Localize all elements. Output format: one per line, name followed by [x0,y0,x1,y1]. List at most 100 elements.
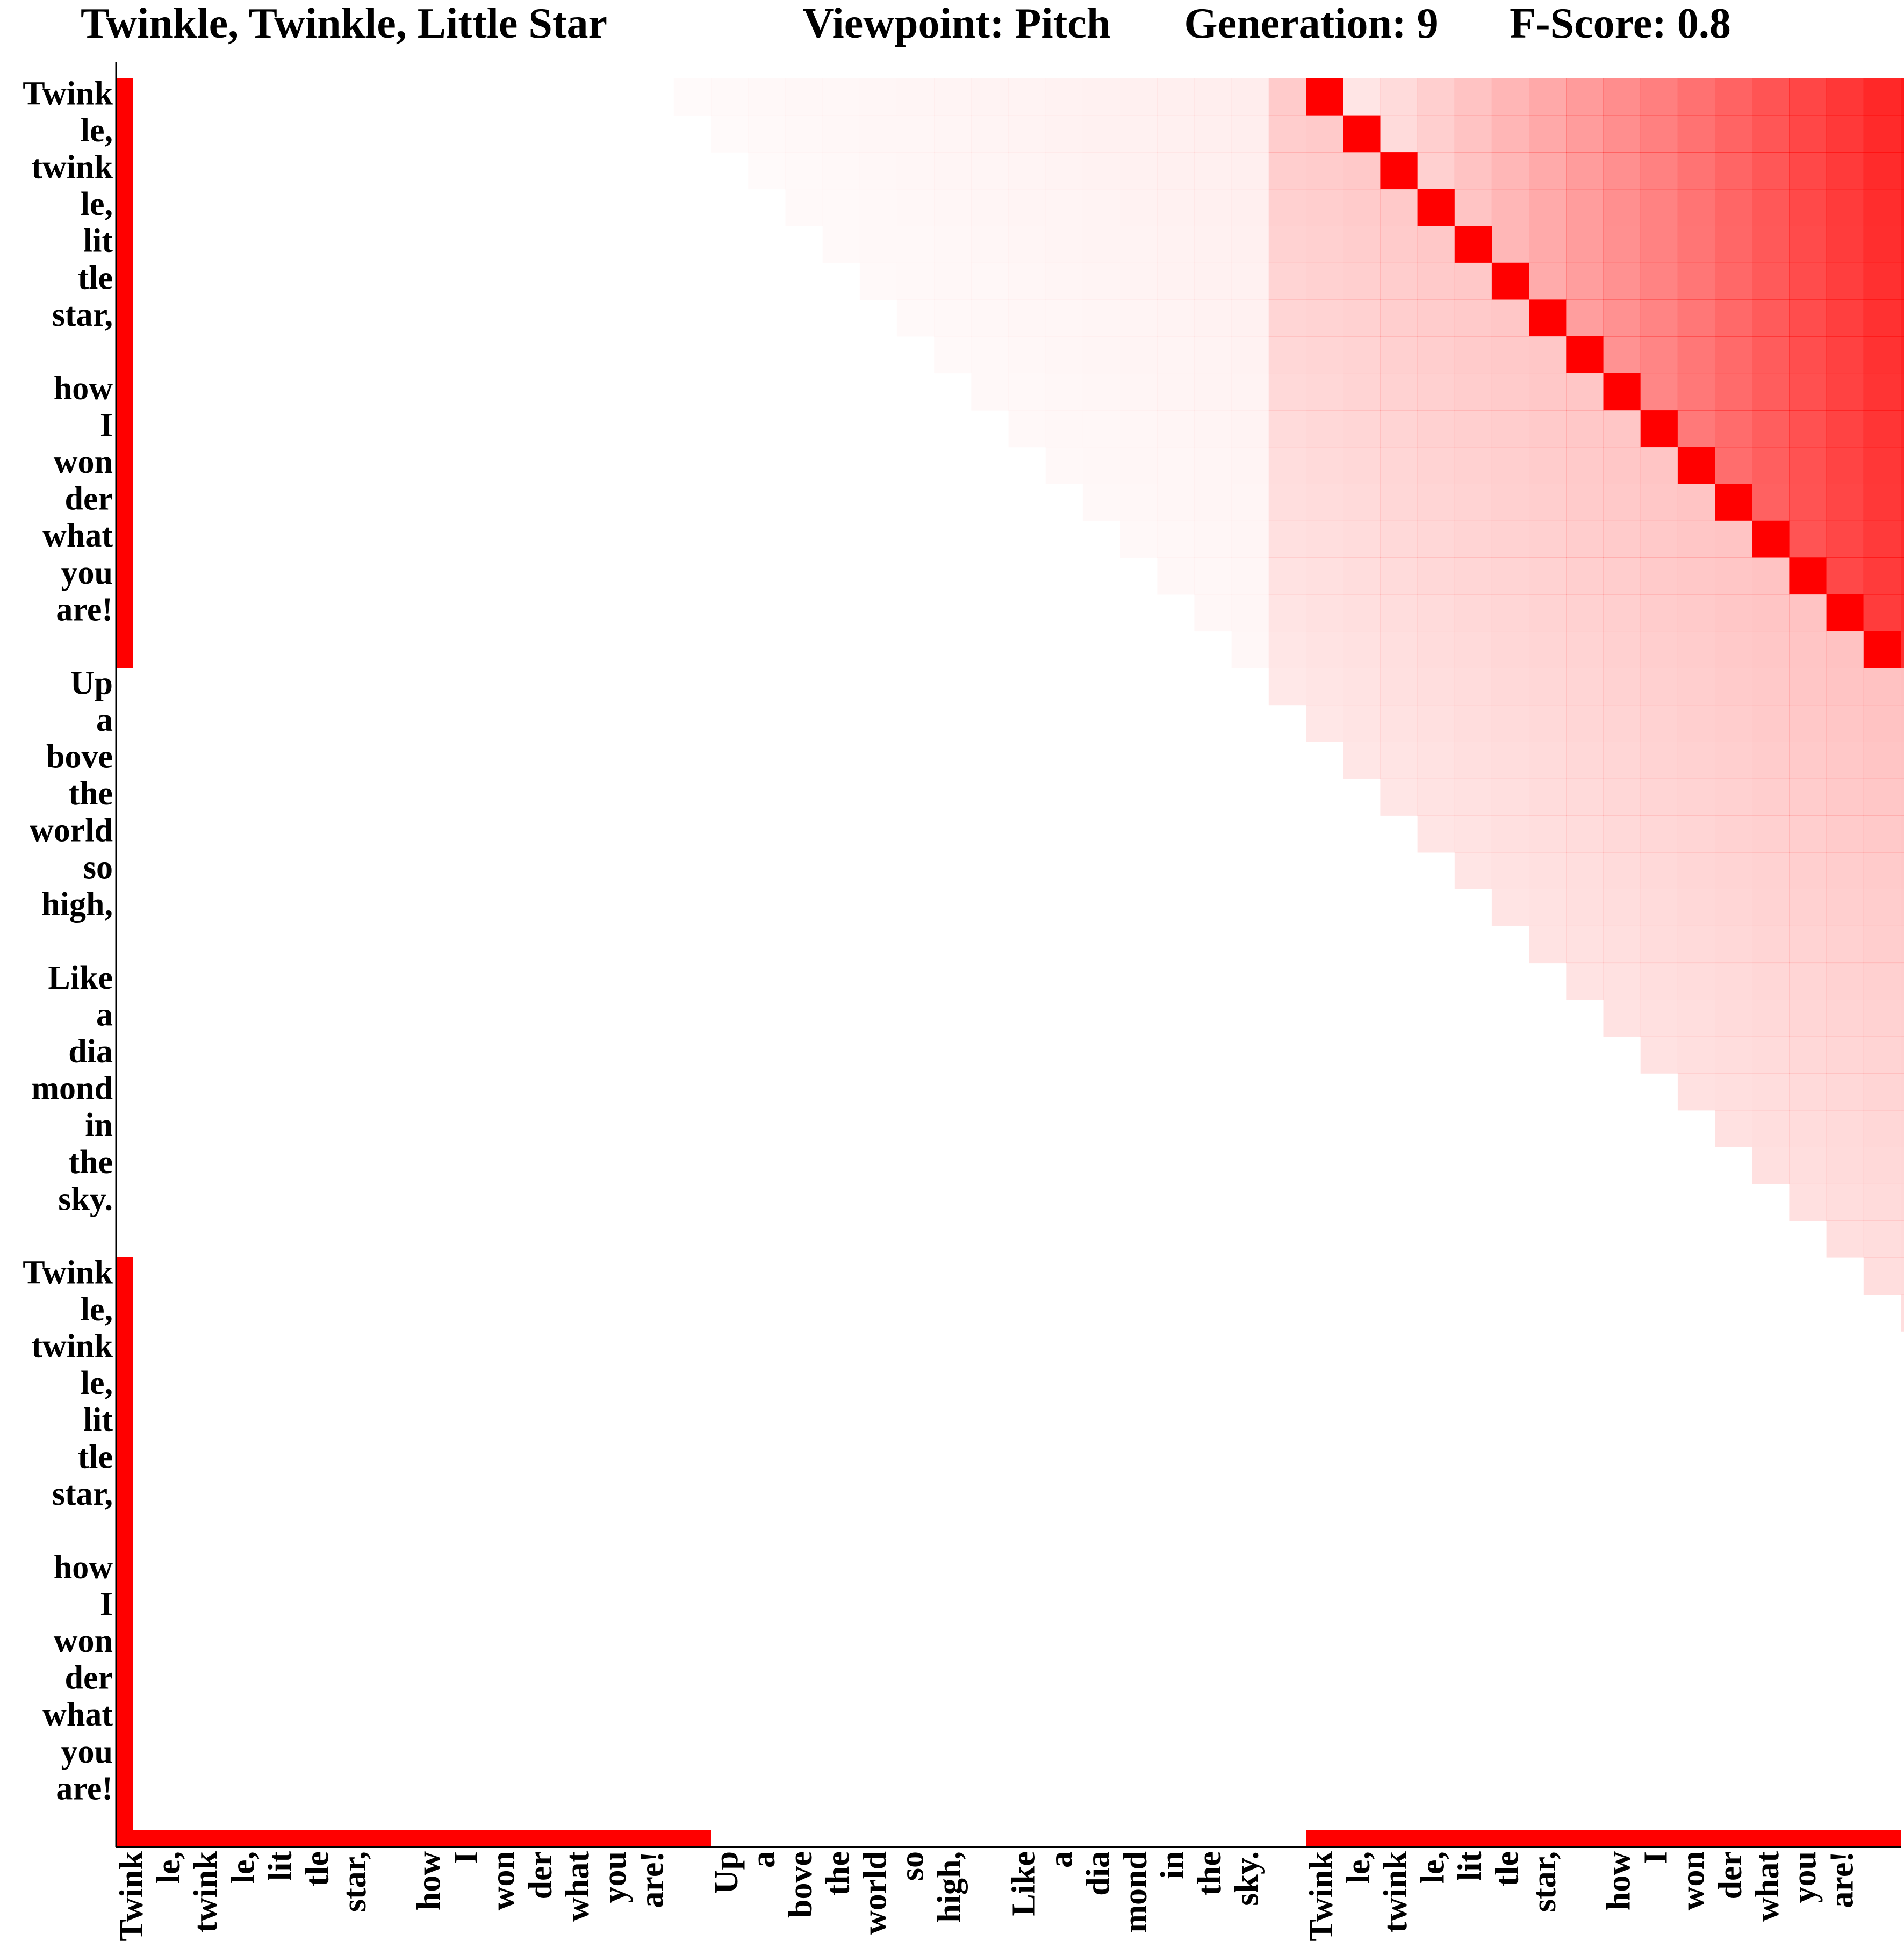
heatmap-cell [1863,815,1901,853]
heatmap-cell [971,115,1009,153]
heatmap-cell [1677,226,1715,263]
y-tick-label: what [42,1697,113,1733]
heatmap-cell [1901,1110,1904,1147]
diagonal-cell [1863,631,1901,668]
heatmap-cell [1603,742,1641,779]
heatmap-cell [1603,705,1641,742]
heatmap-cell [1529,447,1567,484]
heatmap-cell [1082,189,1120,226]
heatmap-cell [1640,925,1678,964]
heatmap-cell [1343,484,1381,521]
heatmap-cell [1603,189,1641,226]
heatmap-cell [1863,1257,1901,1295]
y-tick-label: der [64,1660,113,1697]
heatmap-cell [1491,520,1529,558]
heatmap-cell [1826,410,1864,448]
heatmap-cell [1640,557,1678,595]
heatmap-cell [1454,705,1492,742]
heatmap-cell [1529,520,1567,558]
heatmap-cell [1789,815,1827,853]
heatmap-cell [1752,1110,1790,1147]
heatmap-cell [1380,520,1418,558]
heatmap-cell [1306,520,1343,558]
heatmap-cell [1640,373,1678,411]
heatmap-cell [1268,336,1306,374]
heatmap-cell [1491,447,1529,484]
heatmap-cell [1863,594,1901,632]
heatmap-cell [1083,484,1120,521]
heatmap-cell [1752,226,1790,263]
heatmap-cell [1677,520,1715,558]
heatmap-cell [1046,447,1083,484]
heatmap-cell [1566,115,1604,153]
heatmap-cell [1529,631,1567,668]
y-tick-label: star, [52,1476,113,1512]
heatmap-cell [1009,410,1046,447]
heatmap-cell [1901,1294,1904,1332]
x-tick-label: lit [1452,1851,1489,1881]
title-viewpoint: Viewpoint: Pitch [803,0,1111,47]
diagonal-cell [1640,410,1678,447]
heatmap-cell [971,373,1009,411]
heatmap-cell [897,152,935,189]
heatmap-cell [1157,484,1195,521]
heatmap-cell [1640,262,1678,300]
heatmap-cell [934,78,972,116]
y-tick-labels: Twinkle,twinkle,littlestar,howIwonderwha… [23,76,113,1807]
heatmap-cell [1566,705,1604,742]
heatmap-cell [1380,705,1418,742]
x-tick-label: so [894,1851,931,1881]
heatmap-cell [1157,336,1195,374]
heatmap-cell [1826,962,1864,1000]
heatmap-cell [1863,484,1901,521]
heatmap-cell [1863,1073,1901,1111]
heatmap-cell [1454,815,1492,853]
heatmap-cell [934,336,972,373]
heatmap-cell [1603,484,1641,521]
heatmap-cell [785,78,823,116]
heatmap-cell [1901,778,1904,816]
heatmap-cell [1640,336,1678,374]
heatmap-cell [674,78,712,116]
heatmap-cell [1863,742,1901,779]
heatmap-cell [1009,336,1046,373]
heatmap-cell [1677,668,1715,706]
heatmap-cell [1901,925,1904,964]
y-tick-label: a [96,702,113,738]
segment-markers [116,78,1901,1847]
heatmap-cell [1120,336,1158,374]
title-song: Twinkle, Twinkle, Little Star [81,0,607,47]
heatmap-cell [1752,594,1790,632]
heatmap-cell [1566,299,1604,337]
heatmap-cell [1901,262,1904,300]
heatmap-cell [1529,778,1567,816]
heatmap-cell [1677,262,1715,300]
heatmap-cell [1863,336,1901,374]
heatmap-cell [1231,226,1269,263]
heatmap-cell [1640,78,1678,116]
heatmap-cell [1901,484,1904,521]
heatmap-cell [1380,410,1418,448]
heatmap-cell [1677,815,1715,853]
heatmap-cell [1603,226,1641,263]
y-tick-label: tle [78,260,113,296]
heatmap-cell [1715,962,1752,1000]
heatmap-cell [1380,668,1418,706]
heatmap-cell [1863,1036,1901,1074]
heatmap-cell [1454,410,1492,448]
heatmap-cell [1752,410,1790,448]
heatmap-cell [1826,705,1864,742]
heatmap-cell [1901,78,1904,116]
heatmap-cell [1454,742,1492,779]
heatmap-cell [1901,852,1904,889]
heatmap-cell [1120,152,1158,190]
heatmap-cell [1901,1000,1904,1037]
heatmap-cell [1789,115,1827,153]
heatmap-cell [1491,115,1529,153]
heatmap-cell [1343,705,1381,742]
heatmap-cell [1640,226,1678,263]
heatmap-cell [1715,1000,1752,1037]
heatmap-cell [1417,668,1455,706]
heatmap-cell [1268,152,1306,190]
heatmap-cell [1826,262,1864,300]
